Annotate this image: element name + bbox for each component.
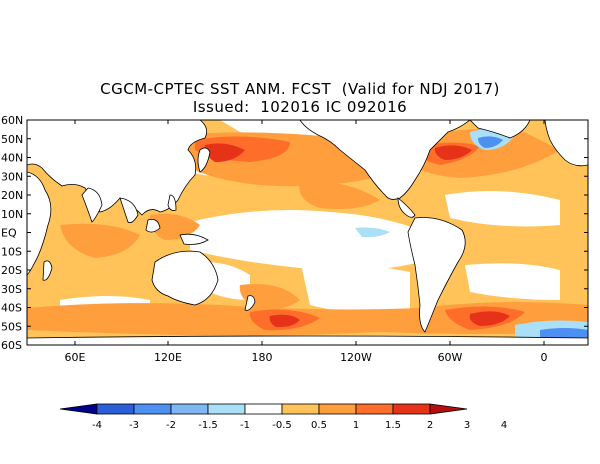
lat-label: 10S — [1, 245, 22, 258]
colorbar-label: -1 — [240, 420, 250, 431]
lon-label: 120E — [154, 351, 182, 364]
colorbar-arrow-right — [429, 403, 468, 415]
colorbar-label: 4 — [501, 420, 507, 431]
longitude-axis: 60E 120E 180 120W 60W 0 — [65, 120, 548, 364]
near-zero-anomaly-regions — [60, 120, 560, 316]
north-atlantic-warm — [405, 128, 560, 178]
colorbar-box — [318, 403, 357, 415]
lat-label: 20N — [1, 189, 23, 202]
anomaly-2-3-regions — [204, 143, 588, 328]
colorbar-label: -4 — [92, 420, 102, 431]
colorbar-label: 1 — [353, 420, 359, 431]
colorbar-box — [355, 403, 394, 415]
japan-sea-hot — [204, 143, 245, 162]
madagascar — [42, 260, 53, 281]
colorbar-box — [133, 403, 172, 415]
lat-label: 10N — [1, 208, 23, 221]
east-pacific-subtropical — [299, 180, 380, 209]
philippines — [167, 194, 177, 211]
map-field — [27, 120, 588, 345]
lat-label: 60N — [1, 114, 23, 127]
land-masses — [27, 120, 588, 345]
lon-label: 120W — [340, 351, 372, 364]
lat-label: 50S — [1, 320, 22, 333]
colorbar-box — [96, 403, 135, 415]
maritime-continent-warm — [149, 213, 200, 240]
eurasia — [27, 120, 208, 216]
borneo — [145, 218, 161, 233]
colorbar-box — [170, 403, 209, 415]
colorbar-boxes — [59, 403, 468, 415]
equatorial-pacific-cool — [355, 227, 390, 238]
north-atlantic-subtropical — [445, 191, 560, 227]
lon-label: 0 — [541, 351, 548, 364]
south-atlantic-hot — [469, 311, 510, 326]
latitude-axis: 60N 50N 40N 30N 20N 10N EQ 10S 20S 30S 40S 50S 60S — [1, 114, 588, 352]
australia — [151, 250, 219, 306]
lat-label: 40N — [1, 152, 23, 165]
south-america — [407, 217, 466, 333]
colorbar-label: -0.5 — [272, 420, 292, 431]
new-guinea — [179, 233, 209, 245]
africa — [27, 171, 52, 276]
lat-label: 60S — [1, 339, 22, 352]
japan — [197, 147, 211, 173]
colorbar-label: 1.5 — [385, 420, 401, 431]
central-pacific-equatorial — [190, 209, 420, 271]
lon-label: 180 — [252, 351, 273, 364]
europe-west — [544, 120, 588, 167]
colorbar-label: 2 — [427, 420, 433, 431]
colorbar-label: -3 — [129, 420, 139, 431]
lat-label: 40S — [1, 302, 22, 315]
colorbar-box — [244, 403, 283, 415]
lat-label: EQ — [1, 227, 17, 240]
chart-title: CGCM-CPTEC SST ANM. FCST (Valid for NDJ … — [100, 80, 500, 98]
south-pacific-band — [300, 260, 410, 314]
india — [81, 187, 103, 223]
colorbar-box — [392, 403, 431, 415]
central-america — [397, 197, 416, 218]
north-america — [299, 120, 471, 200]
colorbar-box — [281, 403, 320, 415]
south-pacific-hot — [269, 314, 300, 328]
tasman-white — [205, 262, 250, 300]
colorbar-label: -2 — [166, 420, 176, 431]
lat-label: 20S — [1, 264, 22, 277]
lat-label: 30N — [1, 170, 23, 183]
colorbar-labels: -4 -3 -2 -1.5 -1 -0.5 0.5 1 1.5 2 3 4 — [92, 420, 507, 431]
colorbar-label: -1.5 — [198, 420, 218, 431]
colorbar-label: 3 — [464, 420, 470, 431]
south-atlantic-white — [465, 263, 560, 300]
indian-ocean-warm — [60, 223, 140, 258]
colorbar-label: 0.5 — [311, 420, 327, 431]
greenland — [469, 120, 531, 139]
lon-label: 60E — [65, 351, 86, 364]
labrador-colder — [478, 136, 503, 148]
lat-label: 30S — [1, 283, 22, 296]
chart-subtitle: Issued: 102016 IC 092016 — [192, 98, 408, 116]
newfoundland-hot — [434, 145, 472, 160]
new-zealand — [244, 295, 256, 311]
lon-label: 60W — [438, 351, 463, 364]
colorbar-arrow-left — [59, 403, 98, 415]
southeast-asia — [119, 197, 139, 224]
colorbar-box — [207, 403, 246, 415]
lat-label: 50N — [1, 133, 23, 146]
antarctica — [27, 335, 588, 345]
